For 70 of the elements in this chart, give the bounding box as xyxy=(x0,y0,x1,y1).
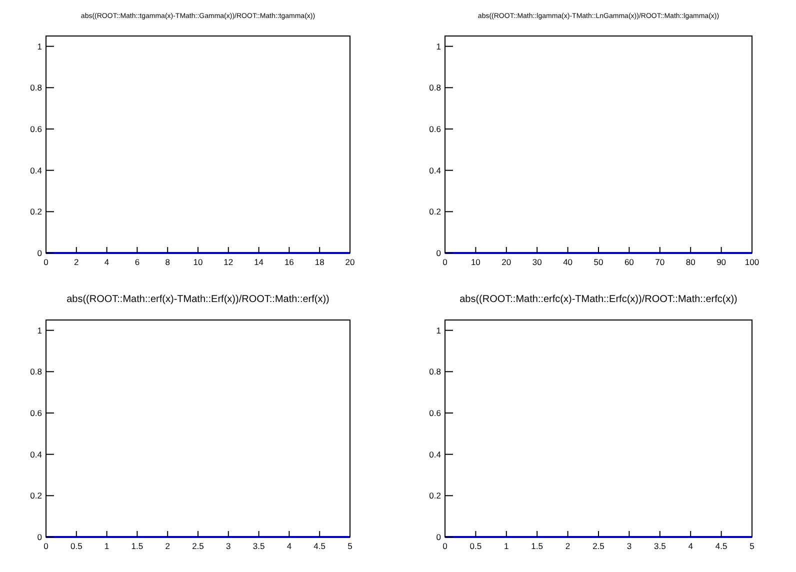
y-tick-label: 0.6 xyxy=(30,124,42,134)
x-tick-label: 2.5 xyxy=(192,541,204,551)
x-tick-label: 30 xyxy=(532,257,542,267)
x-tick-label: 1.5 xyxy=(131,541,144,551)
x-tick-label: 3 xyxy=(226,541,232,551)
x-tick-label: 10 xyxy=(470,257,481,267)
y-tick-label: 0 xyxy=(436,532,442,542)
x-tick-label: 10 xyxy=(193,257,203,267)
x-tick-label: 20 xyxy=(502,257,512,267)
x-tick-label: 14 xyxy=(254,257,264,267)
x-tick-label: 4.5 xyxy=(715,541,728,551)
y-tick-label: 0.2 xyxy=(429,206,442,217)
y-tick-label: 0.6 xyxy=(429,124,442,134)
y-tick-label: 0.4 xyxy=(30,449,42,460)
x-tick-label: 50 xyxy=(594,257,604,267)
y-tick-label: 0.6 xyxy=(30,408,42,418)
y-tick-label: 0 xyxy=(436,248,442,258)
y-tick-label: 0.8 xyxy=(30,366,42,377)
x-tick-label: 40 xyxy=(563,257,573,267)
x-tick-label: 3.5 xyxy=(654,541,666,551)
x-tick-label: 6 xyxy=(134,257,140,267)
x-tick-label: 18 xyxy=(314,257,325,267)
x-tick-label: 4 xyxy=(104,257,110,267)
y-tick-label: 0.8 xyxy=(429,366,442,377)
x-tick-label: 12 xyxy=(224,257,234,267)
x-tick-label: 4.5 xyxy=(314,541,326,551)
x-tick-label: 2.5 xyxy=(592,541,605,551)
x-tick-label: 1.5 xyxy=(531,541,544,551)
x-tick-label: 2 xyxy=(74,257,80,267)
y-tick-label: 1 xyxy=(436,41,442,52)
x-tick-label: 4 xyxy=(688,541,694,551)
x-tick-label: 0 xyxy=(442,541,448,551)
x-tick-label: 70 xyxy=(655,257,665,267)
x-tick-label: 5 xyxy=(348,541,353,551)
y-tick-label: 0.8 xyxy=(30,82,42,93)
y-tick-label: 0 xyxy=(37,248,42,258)
x-tick-label: 0.5 xyxy=(470,541,482,551)
y-tick-label: 0.2 xyxy=(30,490,42,501)
x-tick-label: 4 xyxy=(286,541,292,551)
x-tick-label: 3 xyxy=(626,541,632,551)
x-tick-label: 0 xyxy=(44,257,49,267)
x-tick-label: 2 xyxy=(165,541,170,551)
x-tick-label: 100 xyxy=(744,257,760,267)
x-tick-label: 8 xyxy=(165,257,170,267)
x-tick-label: 80 xyxy=(686,257,696,267)
x-tick-label: 0 xyxy=(44,541,49,551)
x-tick-label: 20 xyxy=(345,257,355,267)
x-tick-label: 1 xyxy=(504,541,510,551)
y-tick-label: 0.4 xyxy=(429,165,442,176)
y-tick-label: 1 xyxy=(37,325,42,336)
y-tick-label: 0.2 xyxy=(429,490,442,501)
y-tick-label: 0.6 xyxy=(429,408,442,418)
y-tick-label: 0 xyxy=(37,532,42,542)
x-tick-label: 3.5 xyxy=(252,541,265,551)
x-tick-label: 16 xyxy=(284,257,294,267)
x-tick-label: 2 xyxy=(565,541,570,551)
x-tick-label: 0.5 xyxy=(70,541,83,551)
x-tick-label: 1 xyxy=(104,541,110,551)
y-tick-label: 0.2 xyxy=(30,206,42,217)
chart-title: abs((ROOT::Math::erfc(x)-TMath::Erfc(x))/ROOT::Math::erfc(x)) xyxy=(460,294,738,305)
x-tick-label: 60 xyxy=(624,257,634,267)
x-tick-label: 90 xyxy=(716,257,726,267)
y-tick-label: 1 xyxy=(436,325,442,336)
x-tick-label: 0 xyxy=(442,257,448,267)
chart-title: abs((ROOT::Math::erf(x)-TMath::Erf(x))/ROOT::Math::erf(x)) xyxy=(66,294,330,305)
y-tick-label: 1 xyxy=(37,41,42,52)
y-tick-label: 0.8 xyxy=(429,82,442,93)
x-tick-label: 5 xyxy=(750,541,755,551)
y-tick-label: 0.4 xyxy=(429,449,442,460)
y-tick-label: 0.4 xyxy=(30,165,42,176)
